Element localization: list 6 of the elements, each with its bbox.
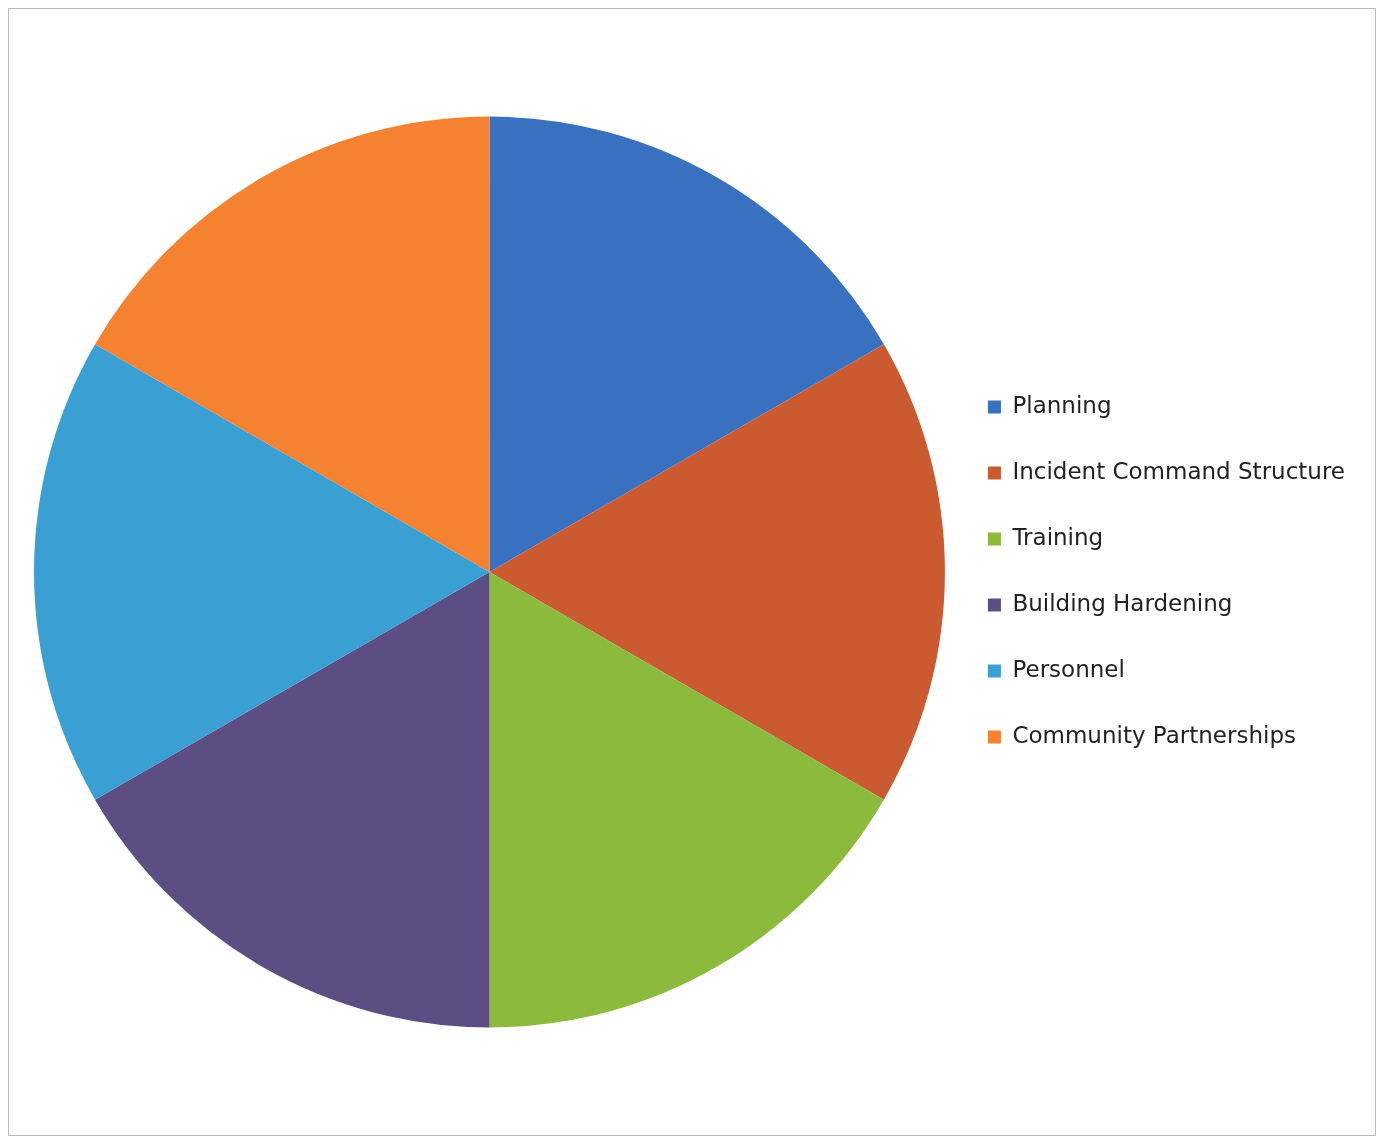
legend-label: Incident Command Structure [1012, 457, 1346, 484]
legend-label: Planning [1012, 391, 1112, 418]
legend-label: Personnel [1012, 655, 1125, 682]
legend-label: Building Hardening [1012, 589, 1233, 616]
legend-label: Community Partnerships [1012, 721, 1296, 748]
legend-label: Training [1011, 523, 1104, 550]
